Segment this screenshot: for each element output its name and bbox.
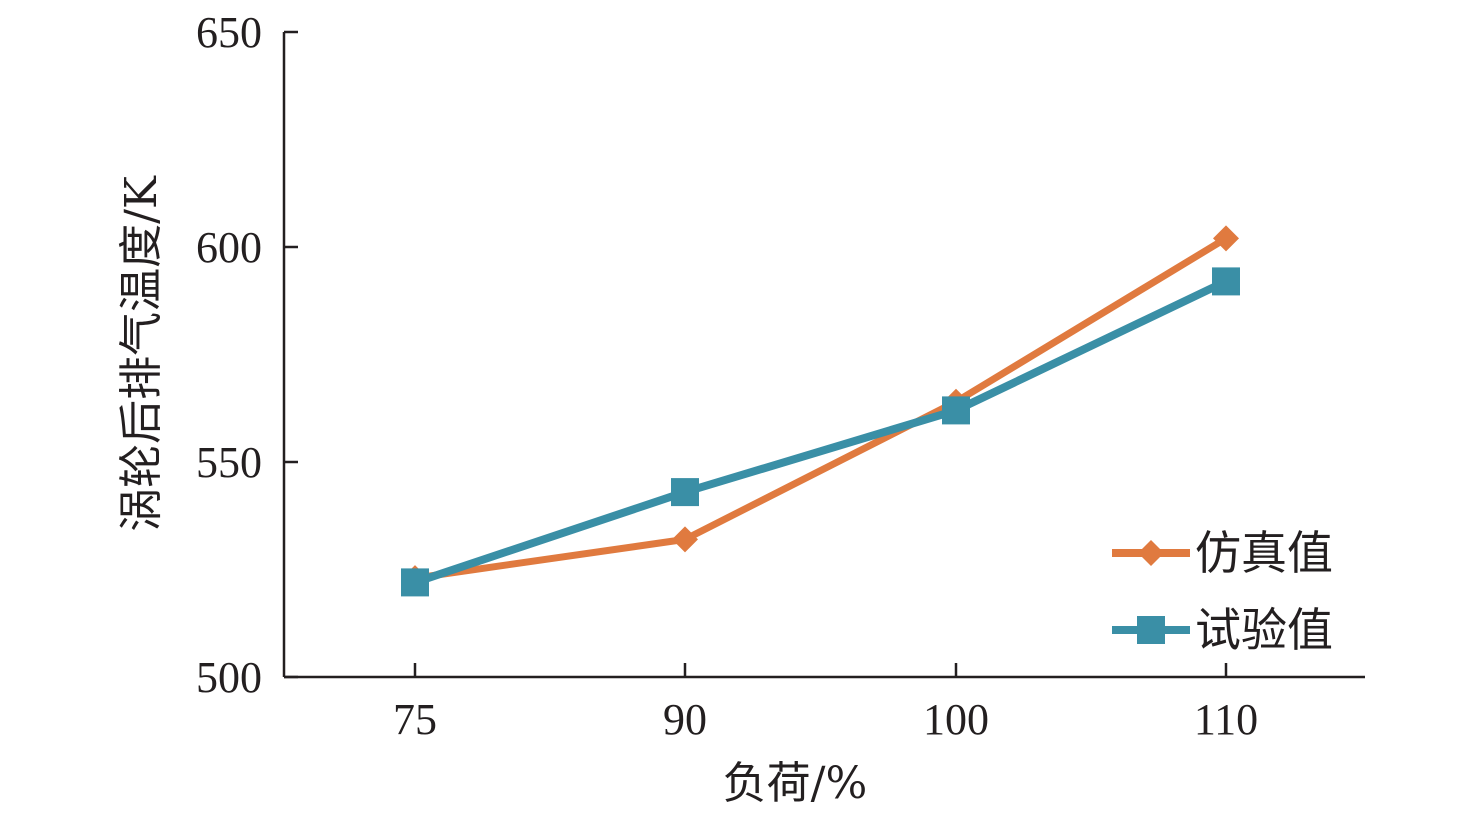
y-ticks: 500 550 600 650 <box>196 8 298 702</box>
y-tick-label: 500 <box>196 653 262 702</box>
x-tick-label: 75 <box>393 695 437 744</box>
y-tick-label: 650 <box>196 8 262 57</box>
legend-label: 仿真值 <box>1195 526 1333 580</box>
legend-entry: 试验值 <box>1112 603 1333 657</box>
data-point <box>942 396 970 425</box>
legend-marker <box>1138 540 1164 566</box>
data-point <box>672 526 698 553</box>
y-axis-title: 涡轮后排气温度/K <box>116 175 167 532</box>
series-line <box>413 277 1228 587</box>
series-2 <box>401 267 1240 597</box>
x-tick-label: 100 <box>923 695 989 744</box>
x-axis-title: 负荷/% <box>723 758 868 809</box>
series-layer <box>401 225 1240 597</box>
data-point <box>401 568 429 597</box>
data-point <box>1213 225 1239 252</box>
axes <box>282 32 1365 679</box>
legend-marker <box>1137 616 1165 644</box>
x-tick-label: 90 <box>663 695 707 744</box>
y-tick-label: 600 <box>196 223 262 272</box>
series-1 <box>402 225 1239 592</box>
legend-entry: 仿真值 <box>1112 526 1333 580</box>
series-line <box>414 235 1228 582</box>
data-point <box>1212 267 1240 296</box>
legend-label: 试验值 <box>1195 603 1333 657</box>
data-point <box>671 478 699 507</box>
x-ticks: 75 90 100 110 <box>393 663 1258 744</box>
y-tick-label: 550 <box>196 438 262 487</box>
x-tick-label: 110 <box>1194 695 1258 744</box>
